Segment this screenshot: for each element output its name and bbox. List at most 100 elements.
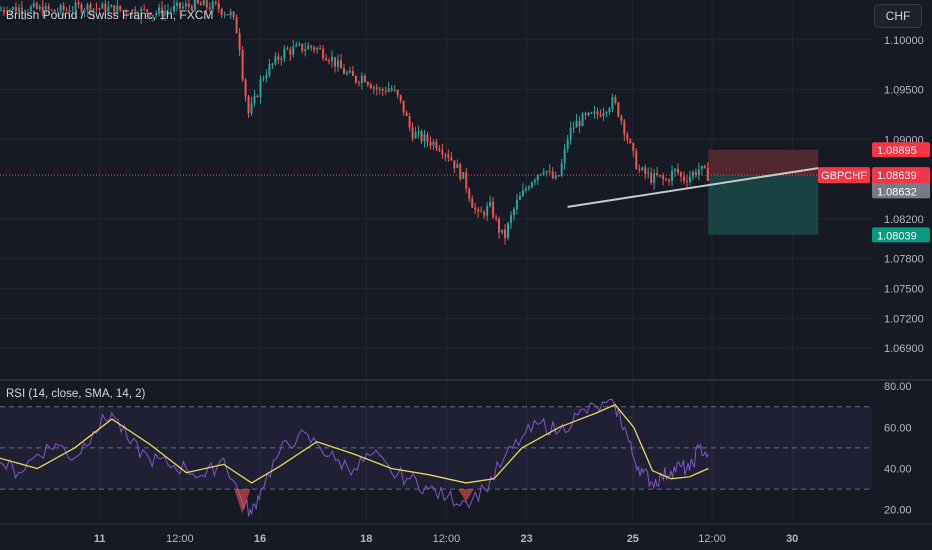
candle-body [196, 0, 199, 4]
candle-body [542, 172, 545, 175]
candle-body [80, 4, 83, 13]
candle-body [584, 113, 587, 116]
candle-body [2, 9, 5, 13]
candle-body [608, 108, 611, 113]
candle-body [164, 11, 167, 17]
candle-body [369, 84, 372, 89]
candle-body [238, 33, 241, 51]
candle-body [423, 134, 426, 142]
candle-body [560, 163, 563, 176]
time-axis-label: 16 [254, 533, 266, 545]
candle-body [202, 0, 205, 6]
candle-body [167, 10, 170, 12]
candle-body [405, 112, 408, 117]
candle-body [569, 127, 572, 140]
candle-body [459, 163, 462, 179]
candle-body [280, 58, 283, 61]
candle-body [190, 6, 193, 11]
candle-body [626, 134, 629, 140]
candle-body [372, 87, 375, 89]
candle-body [572, 127, 575, 129]
candle-body [533, 180, 536, 183]
rsi-ma-line [0, 403, 709, 484]
candle-body [232, 11, 235, 18]
candle-body [596, 111, 599, 115]
rsi-axis-label: 80.00 [884, 381, 912, 393]
candle-body [292, 46, 295, 55]
candle-body [554, 175, 557, 179]
target-price-tag-text: 1.08039 [877, 230, 917, 242]
candle-body [253, 95, 256, 104]
candle-body [140, 8, 143, 18]
candle-body [411, 127, 414, 139]
currency-button[interactable]: CHF [874, 4, 922, 28]
candle-body [74, 2, 77, 12]
candle-body [387, 88, 390, 92]
price-axis-label: 1.09500 [884, 85, 924, 97]
candle-body [113, 5, 116, 15]
time-axis-label: 23 [520, 533, 532, 545]
candle-body [250, 103, 253, 114]
candle-body [217, 2, 220, 9]
price-axis-label: 1.07800 [884, 254, 924, 266]
candle-body [325, 58, 328, 61]
candle-body [304, 49, 307, 51]
time-axis-label: 30 [786, 533, 798, 545]
candle-body [360, 75, 363, 84]
candle-body [137, 15, 140, 18]
candle-body [548, 170, 551, 172]
candle-body [104, 3, 107, 13]
candle-body [95, 8, 98, 10]
candle-body [375, 87, 378, 90]
candle-body [29, 6, 32, 12]
candle-body [688, 176, 691, 183]
candle-body [441, 150, 444, 155]
candle-body [149, 13, 152, 18]
candle-body [599, 114, 602, 117]
candle-body [122, 10, 125, 12]
target-price-tag-bg [872, 227, 930, 243]
candle-body [521, 190, 524, 197]
rsi-indicator-label[interactable]: RSI (14, close, SMA, 14, 2) [6, 388, 146, 400]
candle-body [56, 12, 59, 14]
candle-body [507, 223, 510, 238]
candle-body [483, 211, 486, 216]
candle-body [155, 13, 158, 16]
candle-body [345, 72, 348, 74]
stop-loss-zone[interactable] [708, 149, 819, 176]
entry-price-tag-bg [872, 183, 930, 199]
candle-body [605, 112, 608, 114]
price-axis-label: 1.06900 [884, 343, 924, 355]
candle-body [348, 70, 351, 73]
candle-body [674, 168, 677, 171]
trendline[interactable] [567, 167, 819, 208]
candle-body [498, 218, 501, 233]
candle-body [471, 198, 474, 208]
candle-body [256, 95, 259, 97]
candle-body [128, 13, 131, 16]
candle-body [414, 132, 417, 139]
price-axis-label: 1.10000 [884, 35, 924, 47]
candle-body [426, 134, 429, 142]
candle-body [518, 196, 521, 200]
candle-body [363, 75, 366, 83]
take-profit-zone[interactable] [708, 175, 819, 235]
candle-body [187, 3, 190, 7]
candle-body [617, 102, 620, 117]
candle-body [247, 96, 250, 114]
rsi-oversold-fill [234, 489, 251, 514]
position-tool[interactable] [708, 149, 819, 235]
candle-body [316, 48, 319, 50]
candle-body [447, 154, 450, 158]
candle-body [620, 116, 623, 121]
candle-body [545, 170, 548, 173]
candle-body [342, 68, 345, 74]
candle-body [691, 171, 694, 177]
candle-body [480, 211, 483, 213]
candle-body [328, 60, 331, 62]
candle-body [530, 182, 533, 188]
candle-body [504, 229, 507, 238]
candle-body [393, 89, 396, 91]
